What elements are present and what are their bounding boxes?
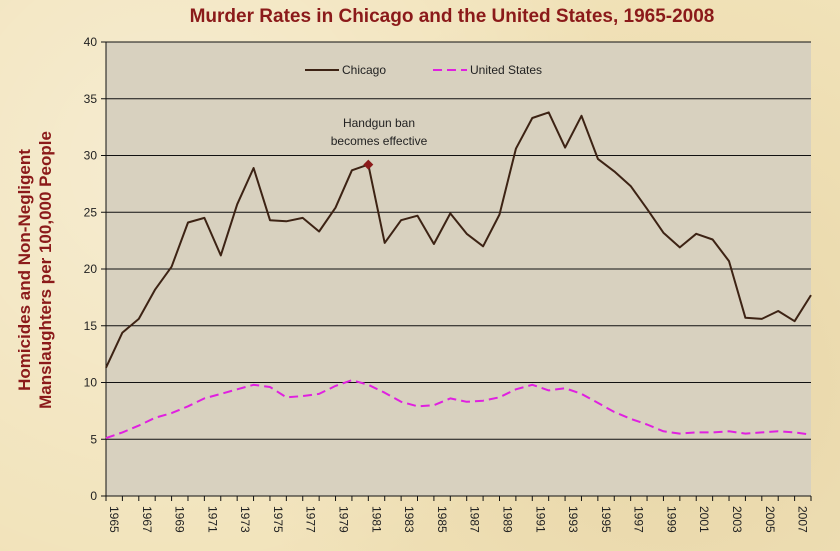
y-tick-label: 15 bbox=[84, 319, 98, 333]
x-tick-label: 1989 bbox=[500, 506, 514, 533]
annotation-marker bbox=[363, 159, 374, 170]
x-tick-label: 1971 bbox=[205, 506, 219, 533]
series-lines bbox=[105, 111, 812, 440]
y-tick-label: 40 bbox=[84, 35, 98, 49]
x-tick-label: 1979 bbox=[337, 506, 351, 533]
x-tick-label: 1987 bbox=[468, 506, 482, 533]
x-tick-label: 1969 bbox=[173, 506, 187, 533]
x-tick-label: 1981 bbox=[369, 506, 383, 533]
annotation-text-line1: Handgun ban bbox=[343, 116, 415, 130]
x-tick-label: 2001 bbox=[697, 506, 711, 533]
x-tick-label: 1983 bbox=[402, 506, 416, 533]
x-tick-label: 1967 bbox=[140, 506, 154, 533]
annotation: Handgun ban becomes effective bbox=[331, 116, 428, 170]
x-tick-label: 1991 bbox=[533, 506, 547, 533]
series-line-united-states bbox=[105, 379, 812, 440]
annotation-text-line2: becomes effective bbox=[331, 134, 428, 148]
x-tick-label: 1973 bbox=[238, 506, 252, 533]
legend-label-united-states: United States bbox=[470, 63, 542, 77]
legend: Chicago United States bbox=[305, 63, 542, 77]
y-axis-label-line1: Homicides and Non-Negligent bbox=[15, 149, 34, 391]
x-tick-label: 1975 bbox=[271, 506, 285, 533]
series-line-chicago bbox=[105, 111, 812, 369]
grid-lines bbox=[101, 41, 811, 497]
y-tick-label: 10 bbox=[84, 376, 98, 390]
x-tick-label: 2005 bbox=[763, 506, 777, 533]
x-tick-label: 1965 bbox=[107, 506, 121, 533]
y-tick-label: 30 bbox=[84, 149, 98, 163]
x-tick-label: 1977 bbox=[304, 506, 318, 533]
y-tick-label: 25 bbox=[84, 205, 98, 219]
y-tick-label: 5 bbox=[90, 432, 97, 446]
chart-title: Murder Rates in Chicago and the United S… bbox=[190, 6, 715, 27]
x-tick-label: 1997 bbox=[632, 506, 646, 533]
legend-label-chicago: Chicago bbox=[342, 63, 386, 77]
y-tick-label: 0 bbox=[90, 489, 97, 503]
y-tick-label: 35 bbox=[84, 92, 98, 106]
x-tick-label: 1985 bbox=[435, 506, 449, 533]
x-tick-label: 2003 bbox=[730, 506, 744, 533]
x-tick-label: 1993 bbox=[566, 506, 580, 533]
x-tick-label: 1999 bbox=[664, 506, 678, 533]
y-tick-labels: 0 5 10 15 20 25 30 35 40 bbox=[84, 35, 98, 503]
x-tick-label: 1995 bbox=[599, 506, 613, 533]
axes bbox=[105, 42, 812, 501]
y-axis-label: Homicides and Non-Negligent Manslaughter… bbox=[15, 131, 55, 409]
y-tick-label: 20 bbox=[84, 262, 98, 276]
x-tick-labels: 1965 1967 1969 1971 1973 1975 1977 1979 1981 1983… bbox=[107, 506, 810, 533]
y-axis-label-line2: Manslaughters per 100,000 People bbox=[36, 131, 55, 409]
x-tick-label: 2007 bbox=[796, 506, 810, 533]
